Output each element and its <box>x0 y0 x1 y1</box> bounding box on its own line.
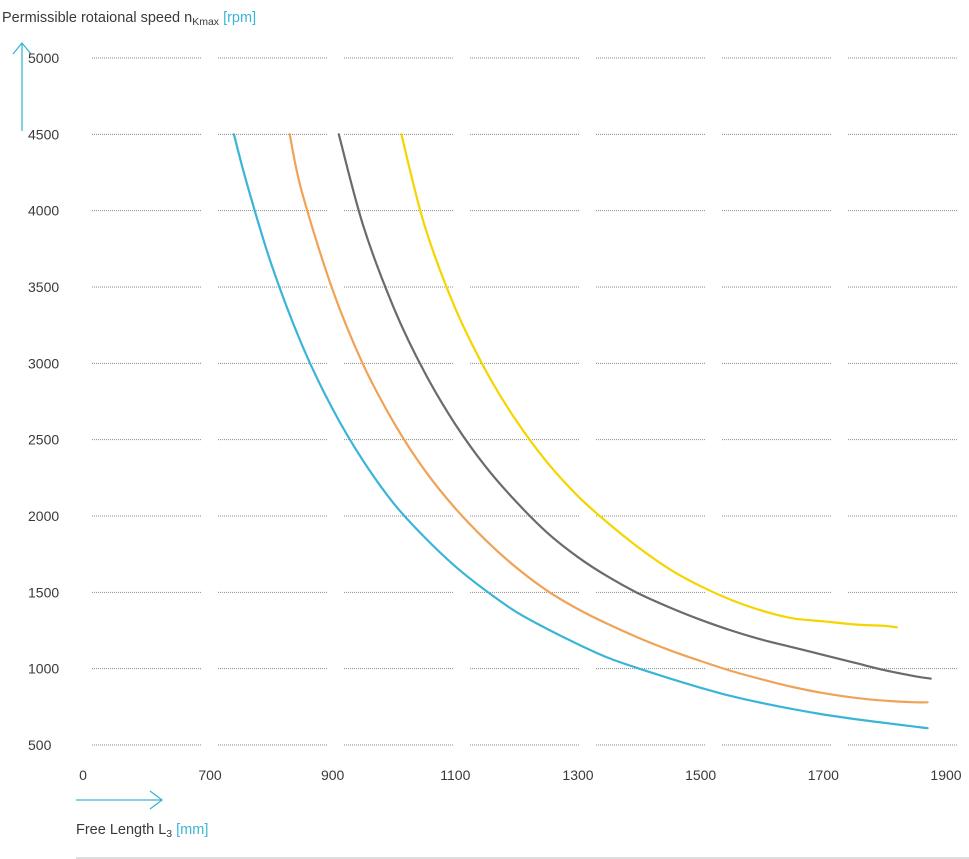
y-axis-title: Permissible rotaional speed nKmax [rpm] <box>2 10 256 28</box>
x-tick-label: 1700 <box>808 767 839 783</box>
x-axis-title: Free Length L3 [mm] <box>76 822 208 840</box>
y-axis-arrow-icon <box>12 41 32 131</box>
y-tick-label: 5000 <box>28 50 59 66</box>
y-tick-labels: 500 1000 1500 2000 2500 3000 3500 4000 4500 5000 <box>28 50 59 753</box>
y-tick-label: 2500 <box>28 432 59 448</box>
x-tick-label: 700 <box>198 767 222 783</box>
x-axis-arrow-icon <box>76 790 164 810</box>
grid <box>92 57 958 746</box>
y-tick-label: 1000 <box>28 661 59 677</box>
y-tick-label: 1500 <box>28 584 59 600</box>
x-axis-title-unit: [mm] <box>176 822 208 838</box>
y-tick-label: 4000 <box>28 203 59 219</box>
series-line-3 <box>337 133 932 680</box>
x-axis-title-main: Free Length L <box>76 822 166 838</box>
series-line-4 <box>400 133 898 629</box>
series-line-1 <box>232 133 929 730</box>
x-tick-label: 0 <box>79 767 87 783</box>
y-tick-label: 4500 <box>28 126 59 142</box>
x-tick-label: 1900 <box>930 767 961 783</box>
y-axis-title-main: Permissible rotaional speed n <box>2 10 192 26</box>
x-tick-label: 1500 <box>685 767 716 783</box>
y-tick-label: 3500 <box>28 279 59 295</box>
x-tick-label: 1100 <box>440 767 470 783</box>
y-axis-title-sub: Kmax <box>192 16 220 28</box>
y-axis-title-unit: [rpm] <box>223 10 256 26</box>
series-line-2 <box>288 133 929 704</box>
x-tick-label: 1300 <box>562 767 593 783</box>
x-tick-label: 900 <box>321 767 345 783</box>
y-tick-label: 3000 <box>28 355 59 371</box>
y-tick-label: 500 <box>28 737 52 753</box>
series-lines <box>232 133 932 730</box>
x-tick-labels: 0 700 900 1100 1300 1500 1700 1900 <box>79 767 962 783</box>
x-axis-title-sub: 3 <box>166 828 172 840</box>
y-tick-label: 2000 <box>28 508 59 524</box>
